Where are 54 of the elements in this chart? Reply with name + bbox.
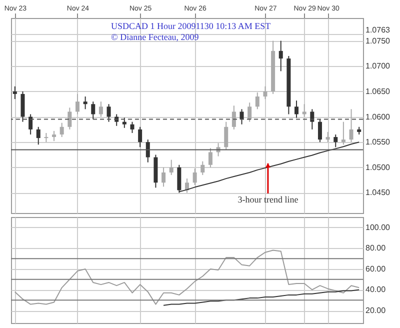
candlestick <box>326 131 330 143</box>
y-tick-label: 1.0450 <box>366 188 391 198</box>
candlestick <box>263 86 268 100</box>
candlestick <box>28 114 33 135</box>
y-tick-label: 1.0650 <box>366 86 391 96</box>
candlestick <box>106 104 111 122</box>
candlestick <box>318 118 322 143</box>
candlestick <box>83 96 88 110</box>
y-tick-label: 100.00 <box>366 222 391 232</box>
candlestick <box>60 122 64 138</box>
candlestick <box>294 100 299 118</box>
candlestick <box>192 168 197 186</box>
candlestick <box>44 132 48 143</box>
y-tick-label: 1.0500 <box>366 162 391 172</box>
candlestick <box>310 108 314 130</box>
candlestick <box>200 160 205 176</box>
y-tick-label: 1.0550 <box>366 138 391 147</box>
y-tick-label: 1.0600 <box>366 112 391 122</box>
candlestick <box>349 108 354 143</box>
candlestick <box>302 104 306 118</box>
candlestick <box>138 126 142 148</box>
line-series <box>14 250 360 305</box>
candlestick <box>255 92 260 110</box>
candlestick <box>36 126 40 146</box>
text: © Dianne Fecteau, 2009 <box>111 32 200 42</box>
y-tick-label: 60.00 <box>366 264 386 274</box>
candlestick <box>341 121 346 146</box>
annotation: 3-hour trend line <box>238 194 298 204</box>
candlestick <box>122 117 126 128</box>
candlestick <box>130 121 134 134</box>
candlestick <box>20 90 25 122</box>
y-tick-label: 20.00 <box>366 306 386 316</box>
candlestick <box>208 148 212 168</box>
candlestick <box>232 105 236 130</box>
candlestick <box>169 159 174 176</box>
candlestick <box>248 102 252 122</box>
y-tick-label: 1.0750 <box>366 36 391 46</box>
chart-title: USDCAD 1 Hour 20091130 10:13 AM EST <box>111 21 272 31</box>
candlestick <box>68 107 72 130</box>
y-tick-label: 40.00 <box>366 285 386 294</box>
y-tick-label: 1.0763 <box>366 26 391 35</box>
candlestick <box>75 93 80 115</box>
y-tick-label: 1.0700 <box>366 62 391 71</box>
candlestick <box>278 40 283 72</box>
candlestick <box>91 101 96 120</box>
candlestick <box>52 130 56 142</box>
line-series <box>163 289 360 306</box>
y-tick-label: 80.00 <box>366 244 386 253</box>
candlestick <box>146 139 150 163</box>
candlestick <box>98 101 103 118</box>
candlestick <box>12 86 17 100</box>
candlestick <box>240 108 244 125</box>
candlestick <box>162 166 166 188</box>
candlestick <box>224 121 228 150</box>
